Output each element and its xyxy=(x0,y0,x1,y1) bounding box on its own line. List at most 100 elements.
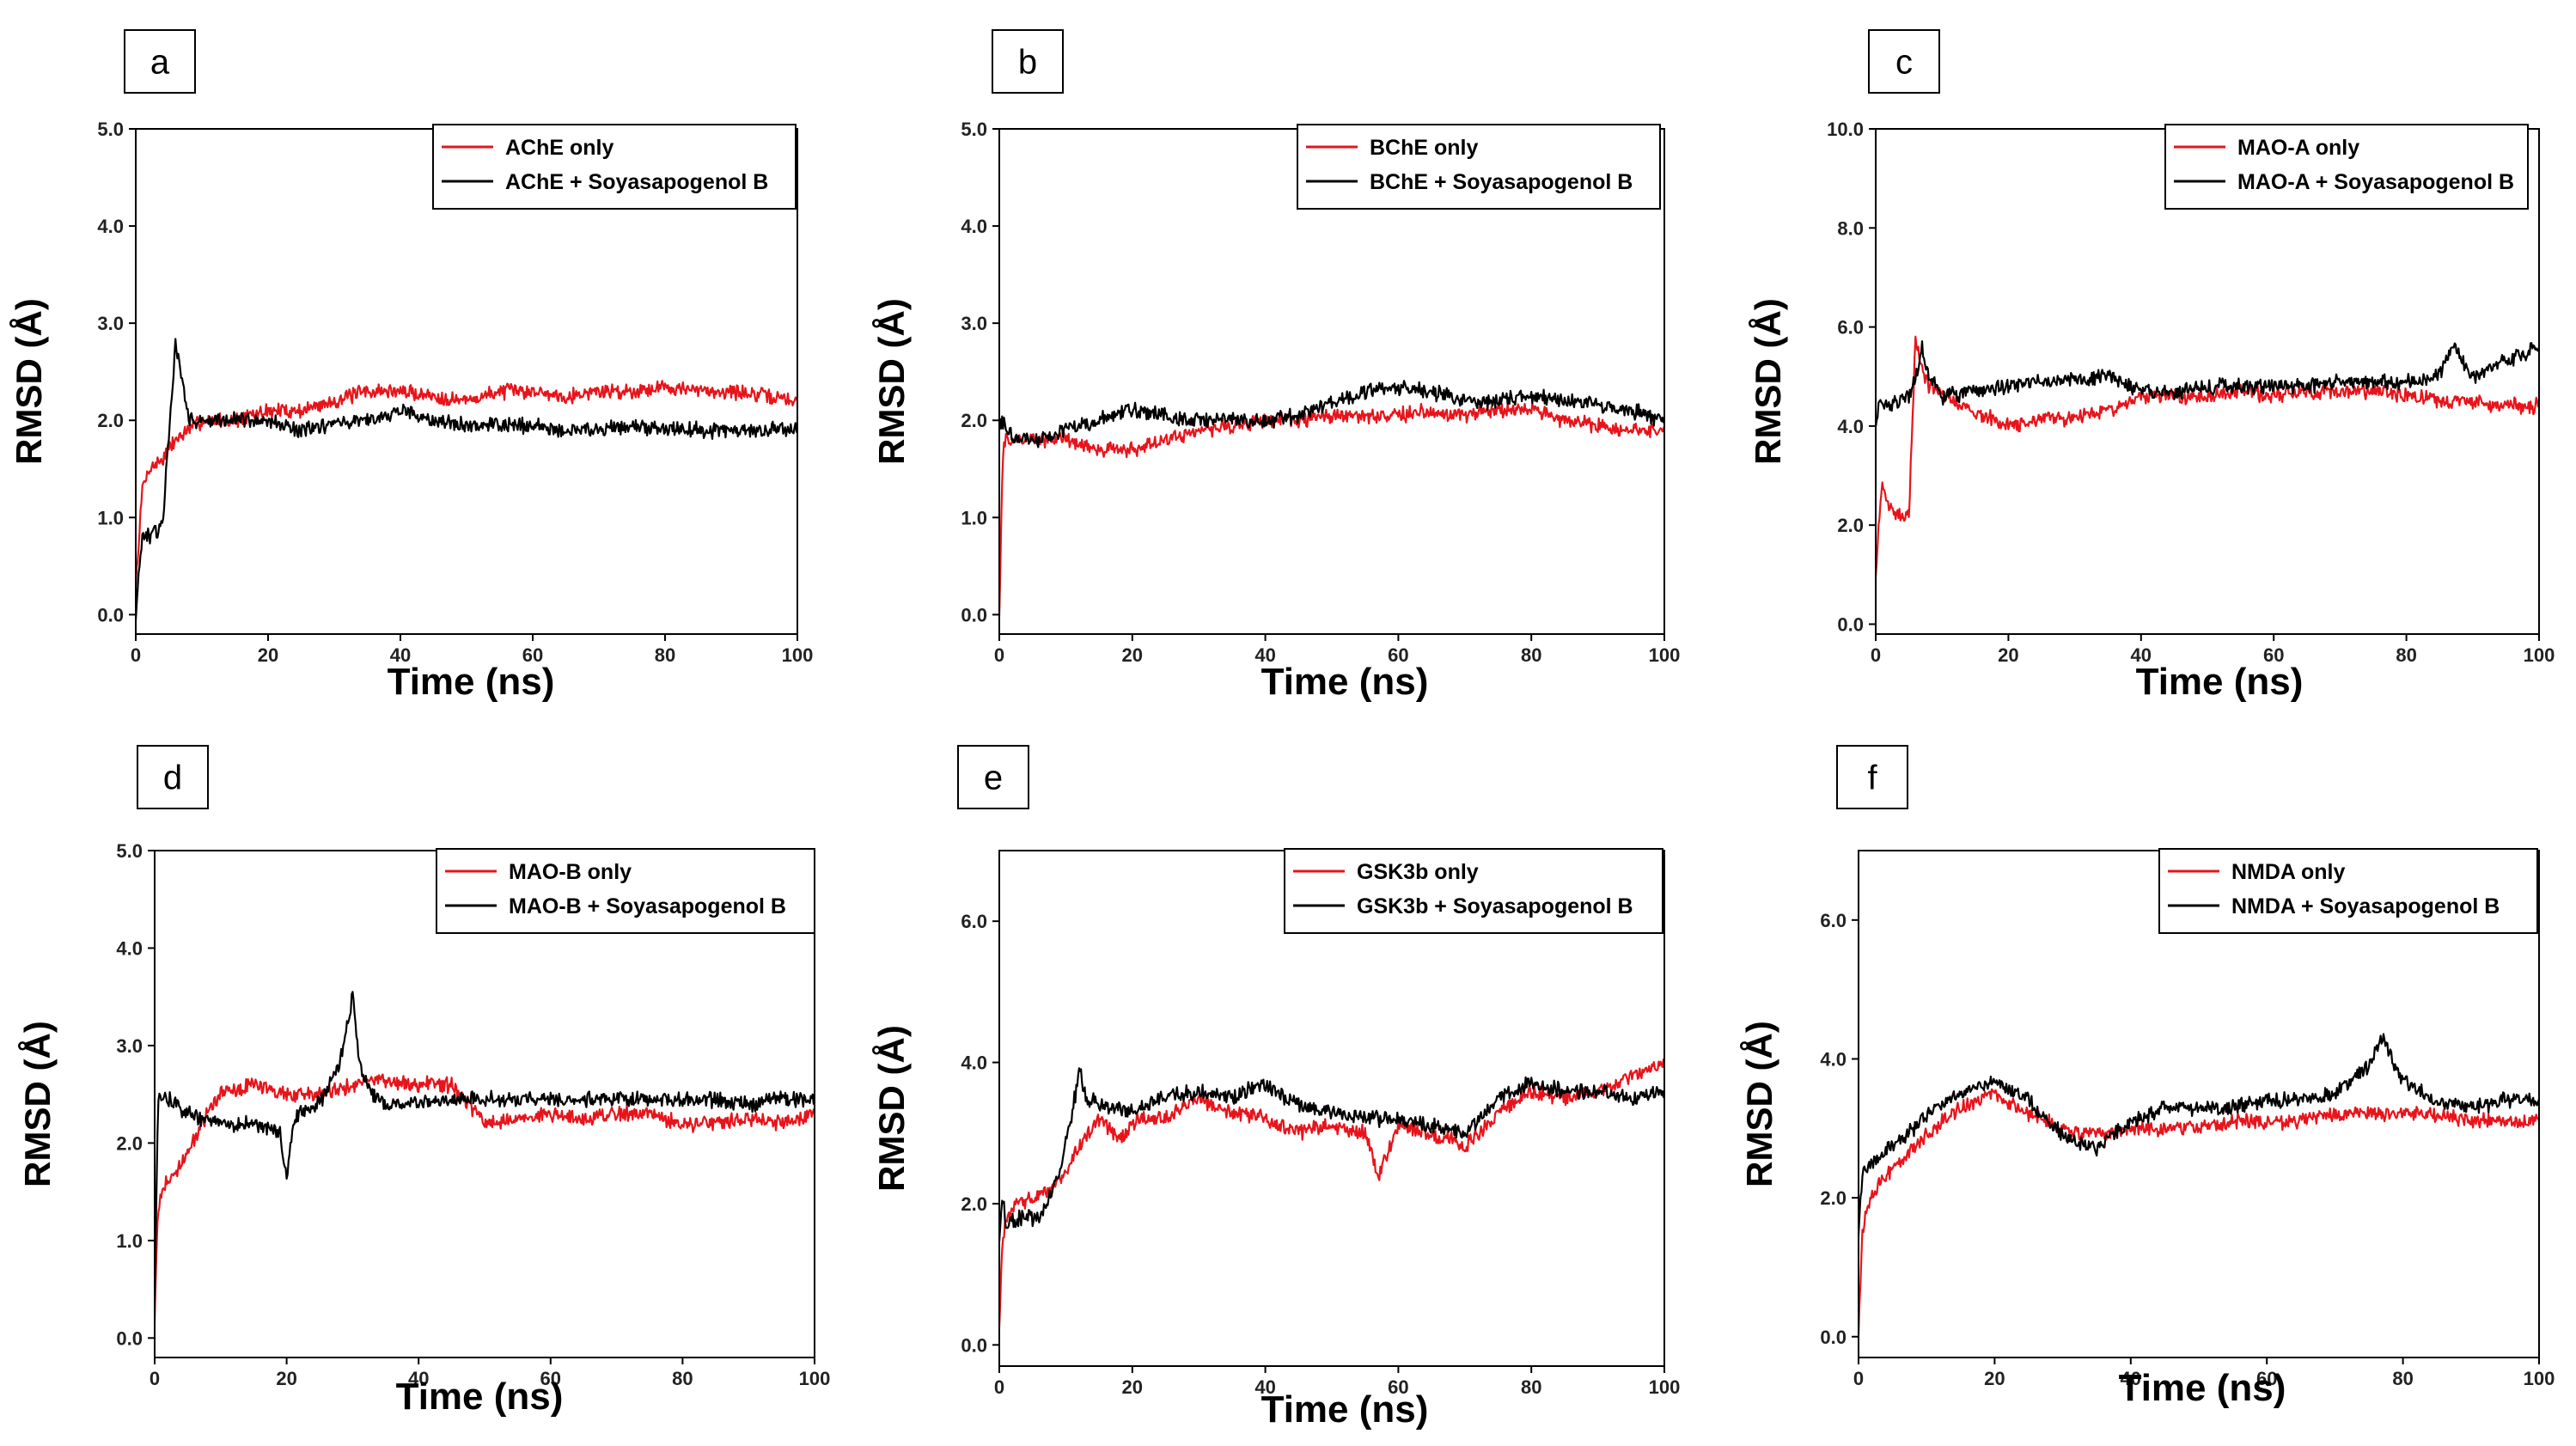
y-tick-label: 1.0 xyxy=(116,1230,143,1252)
y-tick-label: 1.0 xyxy=(97,507,124,528)
y-tick-label: 2.0 xyxy=(961,410,987,431)
legend-entry: MAO-B only xyxy=(509,860,632,884)
y-tick-label: 0.0 xyxy=(1820,1327,1847,1348)
x-tick-label: 40 xyxy=(1254,644,1275,666)
y-tick-label: 4.0 xyxy=(97,216,124,237)
y-tick-label: 5.0 xyxy=(961,119,987,140)
x-tick-label: 40 xyxy=(1254,1376,1275,1398)
x-axis-label: Time (ns) xyxy=(2136,661,2304,703)
x-tick-label: 0 xyxy=(150,1368,160,1389)
panel-tag-label: c xyxy=(1895,44,1913,82)
panel-tag-label: f xyxy=(1867,760,1877,797)
y-tick-label: 5.0 xyxy=(97,119,124,140)
x-tick-label: 60 xyxy=(540,1368,561,1389)
x-tick-label: 80 xyxy=(655,644,675,666)
x-tick-label: 60 xyxy=(2256,1368,2277,1389)
series-group xyxy=(1859,1033,2539,1335)
series-line-2 xyxy=(1876,340,2539,428)
x-tick-label: 100 xyxy=(1649,644,1681,666)
y-tick-label: 4.0 xyxy=(116,937,143,959)
y-tick-label: 2.0 xyxy=(97,410,124,431)
panel-b: b 0 20 40 60 80 100 0.0 1.0 2.0 3.0 4.0 5.0 Time (ns)… xyxy=(871,29,1681,703)
panel-tag-label: a xyxy=(150,44,170,82)
x-tick-label: 100 xyxy=(2524,644,2555,666)
x-tick-label: 20 xyxy=(276,1368,296,1389)
y-tick-label: 2.0 xyxy=(116,1132,143,1154)
x-tick-label: 40 xyxy=(2121,1368,2141,1389)
panel-tag: d xyxy=(137,745,209,809)
y-tick-label: 0.0 xyxy=(961,604,987,625)
x-tick-label: 20 xyxy=(258,644,278,666)
x-axis-label: Time (ns) xyxy=(1261,661,1429,703)
legend-entry: GSK3b + Soyasapogenol B xyxy=(1357,894,1633,918)
y-tick-label: 2.0 xyxy=(961,1193,987,1215)
panel-a: a 0 20 40 60 80 100 0.0 1.0 2.0 3.0 4.0 5.0 Time (ns)… xyxy=(9,29,813,703)
y-axis-label: RMSD (Å) xyxy=(17,1021,58,1187)
panel-tag-label: e xyxy=(984,760,1003,797)
x-tick-label: 60 xyxy=(1388,644,1408,666)
panel-tag-box xyxy=(1868,29,1940,94)
x-tick-label: 20 xyxy=(1122,1376,1143,1398)
legend-box xyxy=(432,124,797,210)
x-tick-label: 80 xyxy=(672,1368,693,1389)
x-axis-label: Time (ns) xyxy=(2119,1367,2286,1409)
y-tick-label: 5.0 xyxy=(116,840,143,862)
x-tick-label: 60 xyxy=(1388,1376,1408,1398)
y-tick-label: 0.0 xyxy=(961,1334,987,1356)
x-tick-label: 80 xyxy=(1521,1376,1541,1398)
series-line-2 xyxy=(155,991,815,1302)
x-tick-label: 40 xyxy=(390,644,411,666)
series-group xyxy=(155,991,815,1322)
x-tick-label: 0 xyxy=(994,644,1004,666)
legend: NMDA only NMDA + Soyasapogenol B xyxy=(2158,848,2538,934)
panel-tag-label: b xyxy=(1018,44,1037,82)
series-group xyxy=(136,338,797,620)
series-line-2 xyxy=(136,338,797,620)
x-tick-label: 20 xyxy=(1998,644,2018,666)
legend: MAO-A only MAO-A + Soyasapogenol B xyxy=(2164,124,2529,210)
x-tick-label: 40 xyxy=(2131,644,2152,666)
panel-tag: c xyxy=(1868,29,1940,94)
y-tick-label: 4.0 xyxy=(1820,1048,1847,1070)
panel-tag-box xyxy=(1836,745,1908,809)
legend-entry: NMDA + Soyasapogenol B xyxy=(2231,894,2500,918)
legend: MAO-B only MAO-B + Soyasapogenol B xyxy=(436,848,815,934)
series-line-1 xyxy=(1859,1088,2539,1335)
x-tick-label: 80 xyxy=(1521,644,1541,666)
y-tick-label: 3.0 xyxy=(961,313,987,334)
legend: AChE only AChE + Soyasapogenol B xyxy=(432,124,797,210)
y-tick-label: 0.0 xyxy=(116,1327,143,1349)
panel-f: f 0 20 40 60 80 100 0.0 2.0 4.0 6.0 Time (ns) RMSD (… xyxy=(1739,745,2555,1409)
x-tick-label: 60 xyxy=(522,644,543,666)
y-axis-label: RMSD (Å) xyxy=(871,298,912,465)
x-tick-label: 60 xyxy=(2263,644,2284,666)
series-line-2 xyxy=(1859,1033,2539,1236)
y-axis-label: RMSD (Å) xyxy=(1739,1021,1779,1187)
y-tick-label: 4.0 xyxy=(1837,416,1864,437)
series-group xyxy=(999,1058,1664,1328)
legend-box xyxy=(1284,848,1663,934)
legend-box xyxy=(2158,848,2538,934)
legend-entry: AChE only xyxy=(505,136,613,160)
legend: BChE only BChE + Soyasapogenol B xyxy=(1297,124,1661,210)
x-tick-label: 0 xyxy=(994,1376,1004,1398)
panel-tag: f xyxy=(1836,745,1908,809)
series-line-1 xyxy=(136,380,797,587)
legend-entry: BChE + Soyasapogenol B xyxy=(1370,170,1633,194)
panel-tag: b xyxy=(992,29,1064,94)
y-axis-label: RMSD (Å) xyxy=(1748,298,1788,465)
panel-c: c 0 20 40 60 80 100 0.0 2.0 4.0 6.0 8.0 10.0 Time (ns… xyxy=(1748,29,2555,703)
y-tick-label: 3.0 xyxy=(116,1035,143,1057)
y-tick-label: 0.0 xyxy=(1837,613,1864,635)
series-line-1 xyxy=(999,1058,1664,1328)
legend-box xyxy=(1297,124,1661,210)
x-tick-label: 0 xyxy=(131,644,141,666)
panel-tag-box xyxy=(992,29,1064,94)
panel-tag: e xyxy=(957,745,1029,809)
legend-entry: MAO-A only xyxy=(2237,136,2359,160)
panel-tag-box xyxy=(137,745,209,809)
legend-entry: MAO-B + Soyasapogenol B xyxy=(509,894,786,918)
y-tick-label: 6.0 xyxy=(1820,910,1847,931)
series-line-1 xyxy=(1876,335,2539,577)
